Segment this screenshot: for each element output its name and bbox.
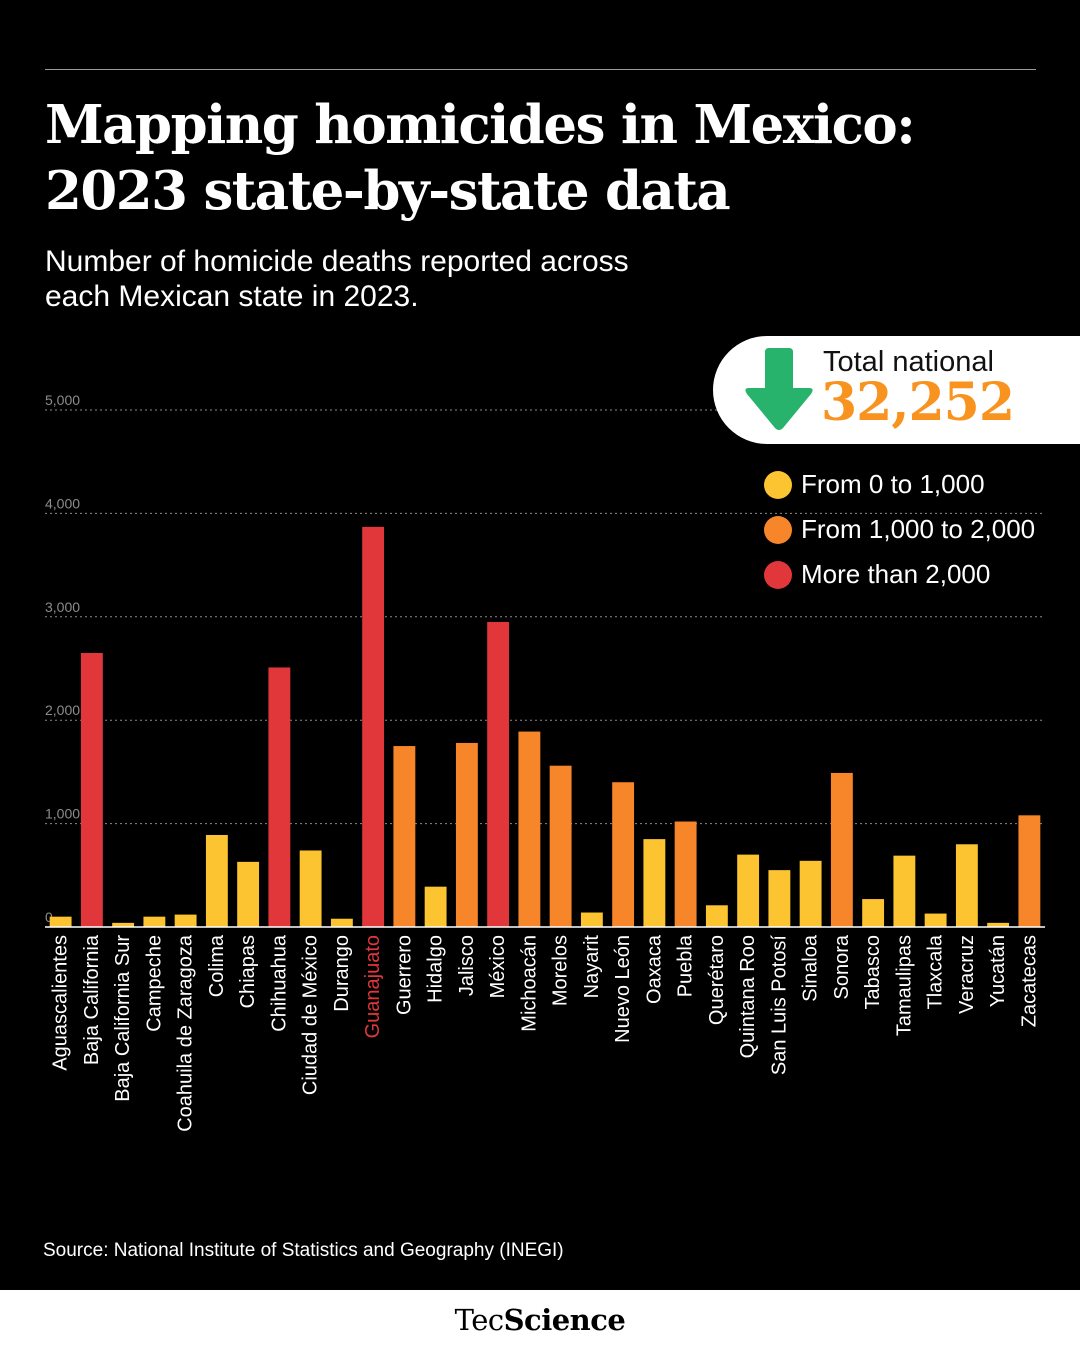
bar bbox=[1018, 815, 1041, 927]
x-tick-label: San Luis Potosí bbox=[768, 935, 790, 1076]
subtitle-line-2: each Mexican state in 2023. bbox=[45, 280, 419, 313]
x-tick-label: Durango bbox=[331, 935, 353, 1012]
bar-chart: 0 1,000 2,000 3,000 4,000 5,000 Aguascalientes… bbox=[45, 392, 1045, 1132]
bar bbox=[393, 746, 416, 927]
x-tick-label: Colima bbox=[206, 934, 228, 997]
bar bbox=[237, 861, 260, 927]
x-tick-label: Tlaxcala bbox=[925, 934, 947, 1009]
x-tick-label: Campeche bbox=[143, 935, 165, 1032]
x-tick-label: Veracruz bbox=[956, 935, 978, 1014]
bar bbox=[205, 834, 228, 927]
bar bbox=[424, 886, 447, 927]
x-tick-label: Oaxaca bbox=[643, 934, 665, 1004]
top-rule bbox=[45, 69, 1036, 70]
x-tick-label: Guerrero bbox=[393, 935, 415, 1015]
x-tick-label: Chihuahua bbox=[268, 934, 290, 1032]
legend-item-low: From 0 to 1,000 bbox=[764, 462, 1035, 507]
bar bbox=[143, 916, 166, 927]
legend-swatch-high bbox=[764, 560, 792, 589]
x-tick-label: Hidalgo bbox=[425, 935, 447, 1003]
bar bbox=[580, 912, 603, 927]
total-national-badge: Total national 32,252 bbox=[713, 336, 1080, 444]
bar bbox=[518, 731, 541, 927]
bar bbox=[862, 899, 885, 927]
y-tick-label: 5,000 bbox=[45, 392, 80, 408]
bar bbox=[49, 916, 72, 927]
bar bbox=[830, 772, 853, 927]
x-tick-label: Nayarit bbox=[581, 935, 603, 999]
y-tick-label: 0 bbox=[45, 909, 53, 925]
bar bbox=[112, 922, 135, 927]
x-tick-label: Morelos bbox=[550, 935, 572, 1006]
x-tick-label: Tamaulipas bbox=[893, 935, 915, 1036]
bar bbox=[893, 855, 916, 927]
bar bbox=[987, 922, 1010, 927]
bar bbox=[924, 913, 947, 927]
legend-swatch-medium bbox=[764, 515, 792, 544]
x-tick-label: Zacatecas bbox=[1018, 935, 1040, 1027]
y-tick-label: 3,000 bbox=[45, 599, 80, 615]
bar bbox=[705, 905, 728, 927]
bar bbox=[330, 918, 353, 927]
bar bbox=[737, 854, 760, 927]
bar bbox=[268, 667, 291, 927]
x-tick-label: Nuevo León bbox=[612, 935, 634, 1043]
brand-logo: TecScience bbox=[455, 1303, 626, 1337]
x-tick-label: Aguascalientes bbox=[50, 935, 72, 1071]
bar bbox=[362, 526, 385, 927]
total-label: Total national bbox=[823, 346, 994, 378]
x-tick-label: Sinaloa bbox=[800, 934, 822, 1002]
legend-swatch-low bbox=[764, 470, 792, 499]
bar bbox=[80, 652, 103, 927]
x-tick-label: Querétaro bbox=[706, 935, 728, 1025]
legend-item-medium: From 1,000 to 2,000 bbox=[764, 507, 1035, 552]
source-note: Source: National Institute of Statistics… bbox=[43, 1240, 564, 1261]
bar bbox=[643, 839, 666, 927]
bar bbox=[674, 821, 697, 927]
x-tick-label: Quintana Roo bbox=[737, 935, 759, 1058]
brand-logo-part-2: Science bbox=[503, 1303, 626, 1337]
x-tick-label: Puebla bbox=[675, 934, 697, 997]
legend-label-medium: From 1,000 to 2,000 bbox=[801, 514, 1036, 544]
x-tick-label: Baja California Sur bbox=[112, 935, 134, 1102]
title-line-1: Mapping homicides in Mexico: bbox=[45, 94, 916, 156]
page-subtitle: Number of homicide deaths reported acros… bbox=[45, 244, 745, 314]
footer-bar: TecScience bbox=[0, 1290, 1080, 1350]
y-tick-label: 2,000 bbox=[45, 702, 80, 718]
bar bbox=[768, 870, 791, 927]
page-title: Mapping homicides in Mexico: 2023 state-… bbox=[45, 92, 1045, 224]
legend-label-low: From 0 to 1,000 bbox=[801, 469, 985, 499]
down-arrow-icon bbox=[745, 348, 813, 430]
bar bbox=[455, 742, 478, 927]
x-tick-label: Guanajuato bbox=[362, 935, 384, 1038]
bar bbox=[955, 844, 978, 927]
y-tick-label: 4,000 bbox=[45, 495, 80, 511]
brand-logo-part-1: Tec bbox=[454, 1303, 505, 1337]
title-line-2: 2023 state-by-state data bbox=[45, 160, 731, 222]
y-tick-label: 1,000 bbox=[45, 806, 80, 822]
subtitle-line-1: Number of homicide deaths reported acros… bbox=[45, 245, 629, 278]
x-tick-label: Baja California bbox=[81, 934, 103, 1065]
x-tick-label: Chiapas bbox=[237, 935, 259, 1008]
x-tick-label: México bbox=[487, 935, 509, 998]
bar bbox=[549, 765, 572, 927]
x-tick-label: Jalisco bbox=[456, 935, 478, 996]
x-tick-label: Sonora bbox=[831, 934, 853, 999]
legend-label-high: More than 2,000 bbox=[801, 559, 991, 589]
legend: From 0 to 1,000 From 1,000 to 2,000 More… bbox=[764, 462, 1035, 597]
bar bbox=[612, 782, 635, 927]
bar bbox=[799, 860, 822, 927]
x-tick-label: Yucatán bbox=[987, 935, 1009, 1007]
bar bbox=[487, 621, 510, 927]
total-value: 32,252 bbox=[821, 372, 1015, 433]
x-tick-label: Tabasco bbox=[862, 935, 884, 1010]
x-tick-label: Ciudad de México bbox=[300, 935, 322, 1095]
bar bbox=[299, 850, 322, 927]
legend-item-high: More than 2,000 bbox=[764, 552, 1035, 597]
bar bbox=[174, 914, 197, 927]
x-tick-label: Coahuila de Zaragoza bbox=[175, 934, 197, 1132]
x-tick-label: Michoacán bbox=[518, 935, 540, 1032]
